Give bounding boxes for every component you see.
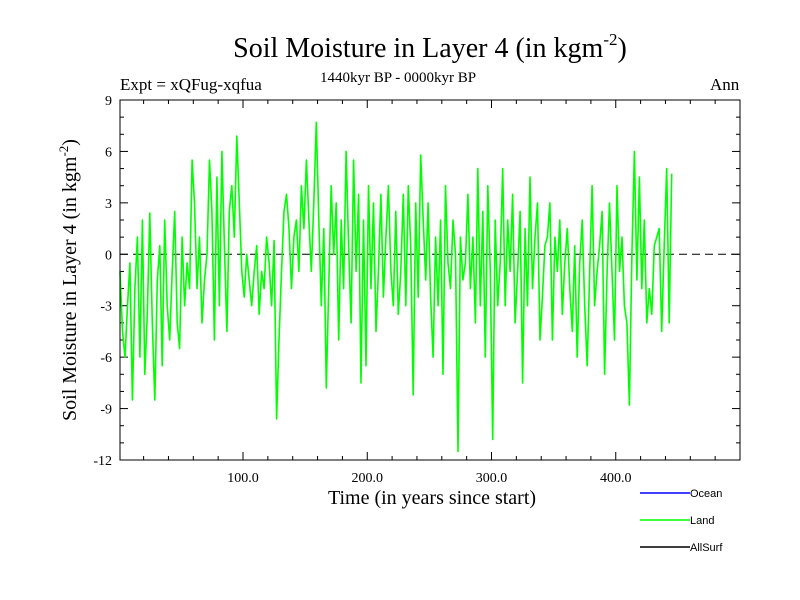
y-tick-label: -12 [93, 454, 112, 469]
x-tick-label: 200.0 [352, 471, 384, 486]
y-tick-labels: -12 -9 -6 -3 0 3 6 9 [93, 94, 112, 469]
x-tick-label: 100.0 [227, 471, 259, 486]
season-label: Ann [710, 75, 740, 94]
legend: Ocean Land AllSurf [640, 488, 723, 554]
x-tick-labels: 100.0 200.0 300.0 400.0 [227, 471, 631, 486]
y-tick-label: -3 [100, 300, 112, 315]
y-tick-label: 3 [105, 197, 112, 212]
y-axis-label: Soil Moisture in Layer 4 (in kgm-2) [56, 139, 81, 421]
x-axis-label: Time (in years since start) [328, 487, 536, 509]
legend-label: Ocean [690, 488, 722, 500]
plot-frame [119, 99, 741, 461]
legend-label: AllSurf [690, 542, 723, 554]
x-tick-label: 400.0 [600, 471, 632, 486]
y-tick-label: -9 [100, 403, 112, 418]
x-tick-label: 300.0 [476, 471, 508, 486]
chart-title: Soil Moisture in Layer 4 (in kgm-2) [233, 30, 627, 64]
y-tick-label: 6 [105, 145, 112, 160]
y-tick-label: -6 [100, 351, 112, 366]
y-tick-label: 0 [105, 248, 112, 263]
experiment-label: Expt = xQFug-xqfua [120, 75, 262, 94]
series-line-land [119, 121, 673, 453]
period-label: 1440kyr BP - 0000kyr BP [320, 70, 477, 86]
legend-label: Land [690, 515, 714, 527]
y-tick-label: 9 [105, 94, 112, 109]
